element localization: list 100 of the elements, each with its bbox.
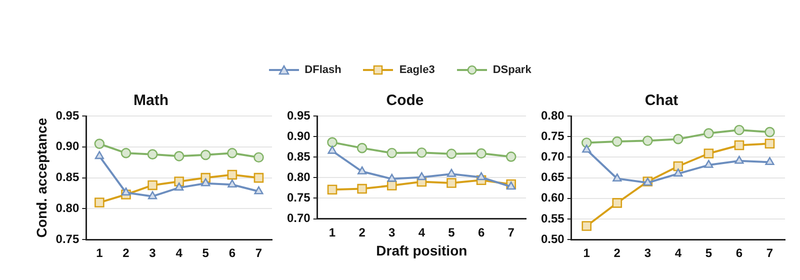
- point: [476, 148, 486, 159]
- point: [506, 152, 516, 162]
- x-axis-title: Draft position: [376, 242, 468, 258]
- point: [446, 178, 456, 188]
- point: [120, 148, 132, 158]
- point: [476, 172, 486, 180]
- point: [734, 124, 744, 136]
- point: [358, 166, 367, 174]
- point: [704, 128, 714, 138]
- point: [174, 151, 184, 162]
- point: [327, 137, 338, 148]
- point: [356, 142, 368, 154]
- legend-label: DFlash: [304, 64, 342, 76]
- point: [121, 187, 131, 196]
- point: [386, 180, 397, 190]
- y-tick-label: 0.70: [286, 211, 311, 226]
- point: [582, 144, 592, 153]
- x-tick-label: 4: [674, 246, 682, 260]
- x-tick-label: 1: [583, 246, 590, 260]
- chart-title: Chat: [644, 92, 678, 110]
- point: [612, 198, 622, 208]
- point: [254, 152, 264, 163]
- point: [386, 148, 398, 158]
- point: [734, 156, 744, 164]
- legend-label: Eagle3: [399, 64, 435, 76]
- x-tick-label: 4: [418, 225, 426, 240]
- point: [506, 182, 516, 190]
- point: [704, 148, 714, 158]
- point: [200, 150, 211, 160]
- point: [446, 148, 457, 159]
- point: [764, 126, 775, 138]
- point: [387, 174, 396, 182]
- point: [674, 168, 683, 177]
- point: [94, 138, 105, 149]
- point: [764, 138, 775, 148]
- x-tick-label: 1: [328, 225, 336, 240]
- x-tick-label: 7: [508, 225, 515, 240]
- point: [328, 146, 337, 154]
- point: [446, 168, 456, 177]
- point: [147, 149, 158, 160]
- point: [327, 184, 338, 194]
- chart-title: Math: [134, 92, 168, 110]
- point: [227, 170, 238, 180]
- point: [417, 172, 426, 180]
- y-tick-label: 0.80: [540, 108, 565, 122]
- point: [94, 151, 104, 160]
- point: [765, 156, 774, 166]
- point: [174, 182, 184, 191]
- y-tick-label: 0.90: [56, 139, 80, 154]
- x-tick-label: 2: [614, 246, 621, 260]
- y-tick-label: 0.75: [540, 128, 565, 143]
- y-tick-label: 0.85: [56, 170, 80, 184]
- point: [254, 186, 264, 194]
- x-tick-label: 6: [478, 225, 485, 240]
- y-tick-label: 0.55: [540, 211, 565, 226]
- point: [673, 161, 684, 172]
- point: [148, 191, 158, 200]
- y-tick-label: 0.75: [286, 190, 311, 205]
- x-tick-label: 6: [228, 246, 236, 260]
- x-tick-label: 7: [255, 246, 262, 260]
- point: [254, 172, 264, 183]
- x-tick-label: 3: [149, 246, 156, 260]
- y-tick-label: 0.95: [286, 108, 311, 122]
- x-tick-label: 1: [96, 246, 104, 260]
- point: [642, 136, 653, 146]
- x-tick-label: 4: [176, 246, 183, 260]
- x-tick-label: 2: [122, 246, 130, 260]
- x-tick-label: 5: [448, 225, 456, 240]
- y-tick-label: 0.85: [286, 149, 311, 164]
- y-tick-label: 0.70: [540, 150, 565, 164]
- point: [416, 147, 427, 158]
- y-tick-label: 0.65: [540, 170, 565, 184]
- x-tick-label: 2: [358, 225, 366, 240]
- point: [94, 198, 104, 208]
- y-tick-label: 0.95: [56, 108, 80, 122]
- point: [704, 160, 714, 168]
- y-tick-label: 0.60: [540, 190, 565, 205]
- y-tick-label: 0.80: [286, 170, 311, 184]
- chart-title: Code: [386, 92, 424, 110]
- x-tick-label: 5: [202, 246, 210, 260]
- x-tick-label: 3: [388, 225, 396, 240]
- y-tick-label: 0.50: [540, 232, 565, 246]
- point: [612, 136, 622, 147]
- x-tick-label: 6: [736, 246, 743, 260]
- point: [227, 148, 238, 158]
- point: [582, 221, 592, 231]
- point: [734, 140, 744, 150]
- x-tick-label: 5: [705, 246, 712, 260]
- x-tick-label: 7: [766, 246, 774, 260]
- point: [612, 173, 622, 182]
- y-tick-label: 0.90: [286, 128, 311, 143]
- point: [201, 178, 210, 186]
- point: [148, 180, 158, 190]
- y-tick-label: 0.75: [56, 232, 80, 246]
- point: [228, 179, 237, 188]
- point: [673, 134, 684, 144]
- x-tick-label: 3: [644, 246, 652, 260]
- point: [357, 184, 367, 194]
- y-tick-label: 0.80: [56, 201, 80, 216]
- y-axis-title: Cond. acceptance: [33, 118, 50, 238]
